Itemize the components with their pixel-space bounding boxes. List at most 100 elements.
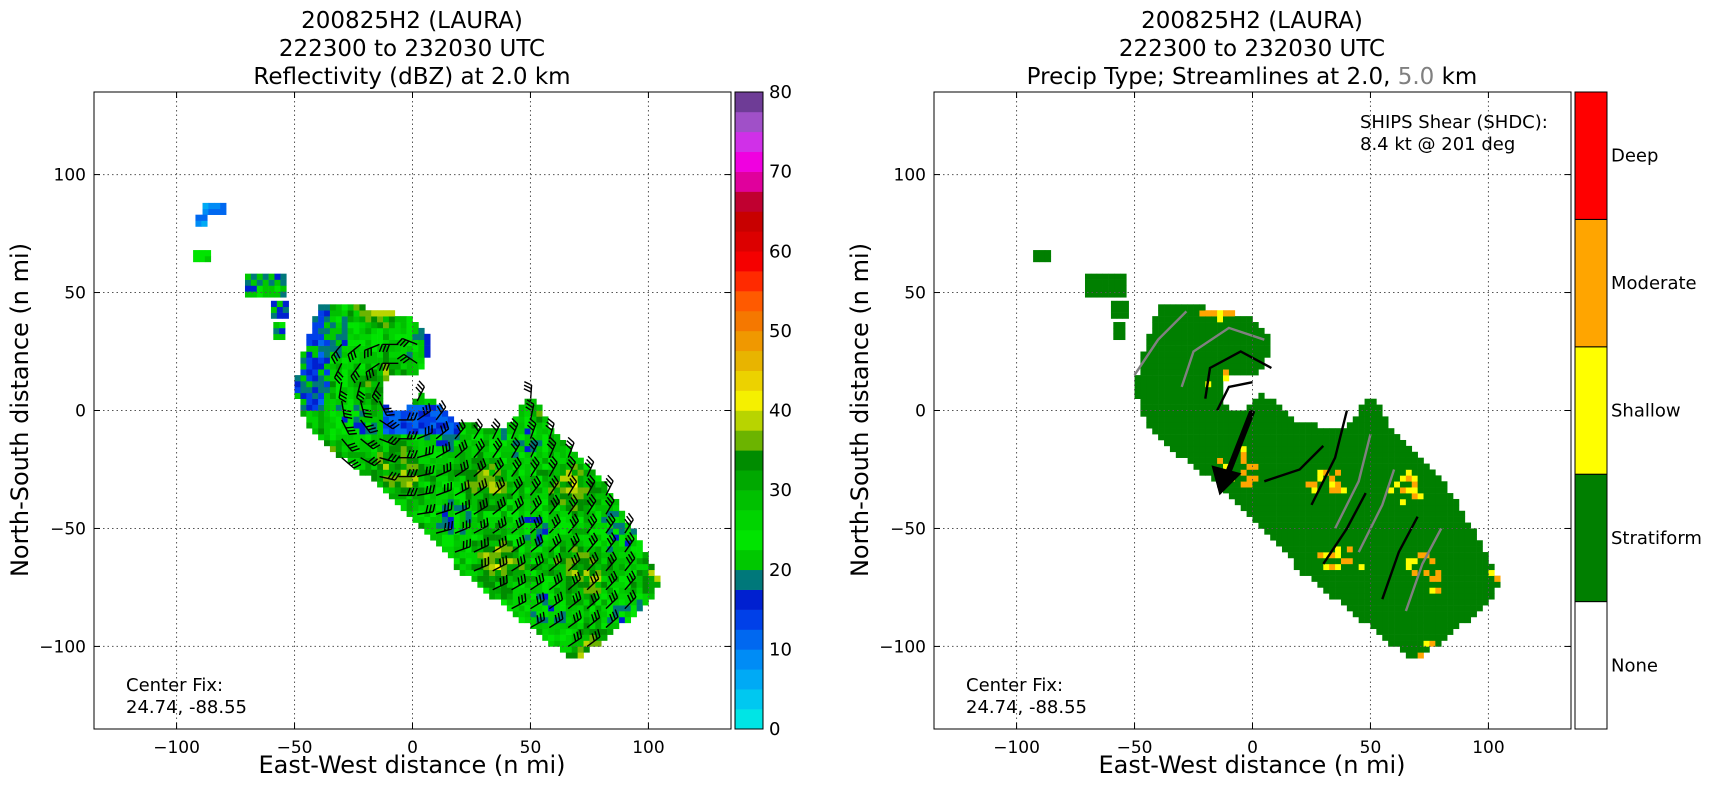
reflectivity-cell (383, 310, 390, 317)
precip-cell (1352, 516, 1359, 523)
reflectivity-cell (329, 386, 337, 394)
precip-cell (1175, 445, 1183, 453)
precip-cell (1340, 599, 1348, 606)
reflectivity-cell (306, 375, 313, 382)
reflectivity-cell (589, 599, 596, 606)
reflectivity-cell (347, 327, 354, 335)
precip-cell (1164, 416, 1171, 423)
reflectivity-cell (436, 481, 443, 488)
reflectivity-cell (441, 534, 449, 541)
precip-cell (1346, 510, 1354, 517)
reflectivity-cell (250, 273, 258, 280)
reflectivity-cell (483, 575, 490, 582)
precip-cell (1311, 481, 1318, 488)
wind-barb (398, 468, 418, 478)
reflectivity-cell (430, 428, 437, 435)
precip-cell (1411, 481, 1418, 488)
reflectivity-cell (601, 546, 608, 553)
colorbar-bin (735, 231, 763, 252)
reflectivity-cell (500, 457, 508, 464)
reflectivity-cell (601, 622, 608, 630)
reflectivity-cell (630, 587, 637, 594)
wind-barb (548, 475, 559, 496)
reflectivity-cell (371, 434, 378, 441)
precip-cell (1476, 563, 1483, 571)
precip-cell (1429, 557, 1436, 565)
reflectivity-cell (559, 546, 567, 553)
reflectivity-cell (618, 563, 626, 571)
precip-cell (1193, 381, 1200, 388)
precip-cell (1264, 416, 1271, 423)
reflectivity-cell (495, 563, 502, 571)
precip-cell (1276, 434, 1283, 441)
precip-cell (1317, 581, 1324, 588)
precip-cell (1240, 327, 1247, 335)
reflectivity-cell (447, 457, 455, 464)
y-tick-label: 50 (64, 284, 86, 304)
x-tick-label: −100 (153, 738, 200, 758)
precip-cell (1358, 516, 1365, 523)
reflectivity-cell (630, 546, 637, 553)
wind-barb (567, 552, 581, 572)
reflectivity-cell (583, 534, 590, 541)
precip-cell (1329, 487, 1336, 494)
reflectivity-cell (430, 451, 437, 458)
precip-cell (1323, 510, 1330, 517)
precip-cell (1329, 534, 1336, 541)
reflectivity-cell (335, 351, 343, 358)
wind-barb (415, 380, 426, 402)
reflectivity-cell (353, 410, 360, 417)
precip-cell (1417, 628, 1424, 635)
reflectivity-cell (559, 628, 567, 635)
precip-cell (1394, 463, 1401, 470)
reflectivity-cell (273, 327, 280, 335)
reflectivity-cell (613, 593, 620, 600)
precip-cell (1435, 599, 1442, 606)
precip-cell (1376, 546, 1383, 553)
precip-cell (1293, 451, 1300, 458)
colorbar-bin (735, 589, 763, 610)
precip-cell (1429, 581, 1436, 588)
precip-cell (1329, 475, 1336, 482)
reflectivity-cell (577, 557, 584, 565)
reflectivity-cell (554, 528, 561, 535)
reflectivity-cell (430, 516, 437, 523)
reflectivity-cell (400, 498, 407, 506)
shear-label: SHIPS Shear (SHDC): (1360, 112, 1548, 133)
precip-cell (1329, 481, 1336, 488)
wind-barb (624, 589, 637, 610)
reflectivity-cell (571, 504, 578, 512)
precip-cell (1270, 416, 1277, 423)
reflectivity-cell (465, 540, 472, 547)
precip-cell (1044, 250, 1052, 257)
precip-cell (1346, 475, 1354, 482)
reflectivity-cell (542, 546, 549, 553)
precip-cell (1382, 628, 1389, 635)
reflectivity-cell (536, 605, 543, 612)
precip-cell (1399, 451, 1407, 458)
precip-cell (1340, 593, 1348, 600)
reflectivity-cell (607, 498, 614, 506)
precip-cell (1435, 622, 1442, 630)
reflectivity-cell (377, 310, 384, 317)
precip-cell (1114, 279, 1121, 286)
reflectivity-cell (465, 563, 472, 571)
precip-cell (1164, 434, 1171, 441)
reflectivity-cell (400, 504, 407, 512)
reflectivity-cell (250, 291, 258, 298)
reflectivity-cell (571, 528, 578, 535)
precip-cell (1429, 510, 1436, 517)
precip-cell (1228, 333, 1236, 341)
reflectivity-cell (512, 593, 519, 600)
precip-cell (1370, 581, 1377, 588)
precip-cell (1323, 498, 1330, 506)
reflectivity-cell (530, 410, 537, 417)
reflectivity-cell (335, 428, 343, 435)
reflectivity-cell (347, 386, 354, 394)
reflectivity-cell (465, 475, 472, 482)
precip-cell (1470, 534, 1477, 541)
precip-cell (1234, 457, 1242, 464)
precip-cell (1281, 498, 1289, 506)
wind-barb (586, 571, 600, 591)
wind-barb (341, 438, 360, 452)
